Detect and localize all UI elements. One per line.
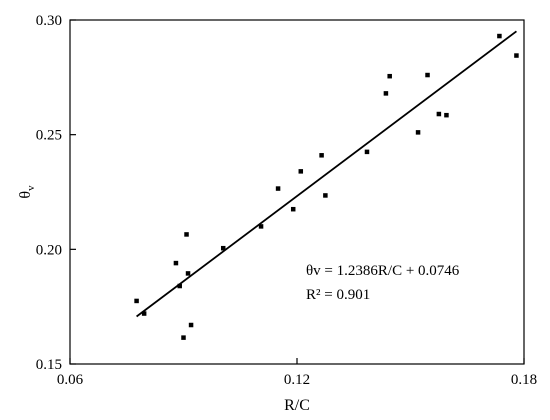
data-point xyxy=(364,149,370,155)
x-axis-label: R/C xyxy=(284,397,310,414)
data-point xyxy=(298,169,304,174)
y-axis: 0.15 0.20 0.25 0.30 xyxy=(36,13,76,373)
data-points xyxy=(134,33,519,340)
x-tick-label: 0.12 xyxy=(284,372,310,388)
y-axis-label-main: θ xyxy=(17,191,34,199)
data-point xyxy=(387,73,392,79)
data-point xyxy=(415,130,421,135)
x-tick-label: 0.06 xyxy=(57,372,84,388)
data-point xyxy=(425,72,430,78)
data-point xyxy=(188,322,194,328)
fit-r-squared: R² = 0.901 xyxy=(306,287,370,303)
data-point xyxy=(220,245,226,251)
x-axis: 0.06 0.12 0.18 xyxy=(57,358,537,388)
y-axis-label-sub: v xyxy=(25,185,37,191)
y-tick-label: 0.15 xyxy=(36,357,62,373)
fit-line xyxy=(136,30,517,318)
data-point xyxy=(177,283,182,289)
data-point xyxy=(290,206,296,212)
data-point xyxy=(173,260,179,266)
data-point xyxy=(134,298,139,304)
data-point xyxy=(319,153,324,158)
data-point xyxy=(323,193,328,198)
data-point xyxy=(514,53,519,58)
y-tick-label: 0.30 xyxy=(36,13,62,29)
data-point xyxy=(181,335,186,340)
y-axis-label: θv xyxy=(17,185,37,199)
data-point xyxy=(383,91,389,96)
plot-frame xyxy=(69,19,525,365)
fit-line-group xyxy=(136,30,517,318)
data-point xyxy=(185,271,191,276)
x-tick-label: 0.18 xyxy=(511,372,537,388)
data-point xyxy=(184,232,189,237)
data-point xyxy=(141,311,147,316)
data-point xyxy=(258,224,264,229)
fit-equation: θv = 1.2386R/C + 0.0746 xyxy=(306,263,460,279)
y-tick-label: 0.25 xyxy=(36,128,62,144)
data-point xyxy=(275,186,281,191)
data-point xyxy=(444,112,449,118)
data-point xyxy=(497,33,502,39)
data-point xyxy=(436,111,442,117)
y-tick-label: 0.20 xyxy=(36,242,62,258)
